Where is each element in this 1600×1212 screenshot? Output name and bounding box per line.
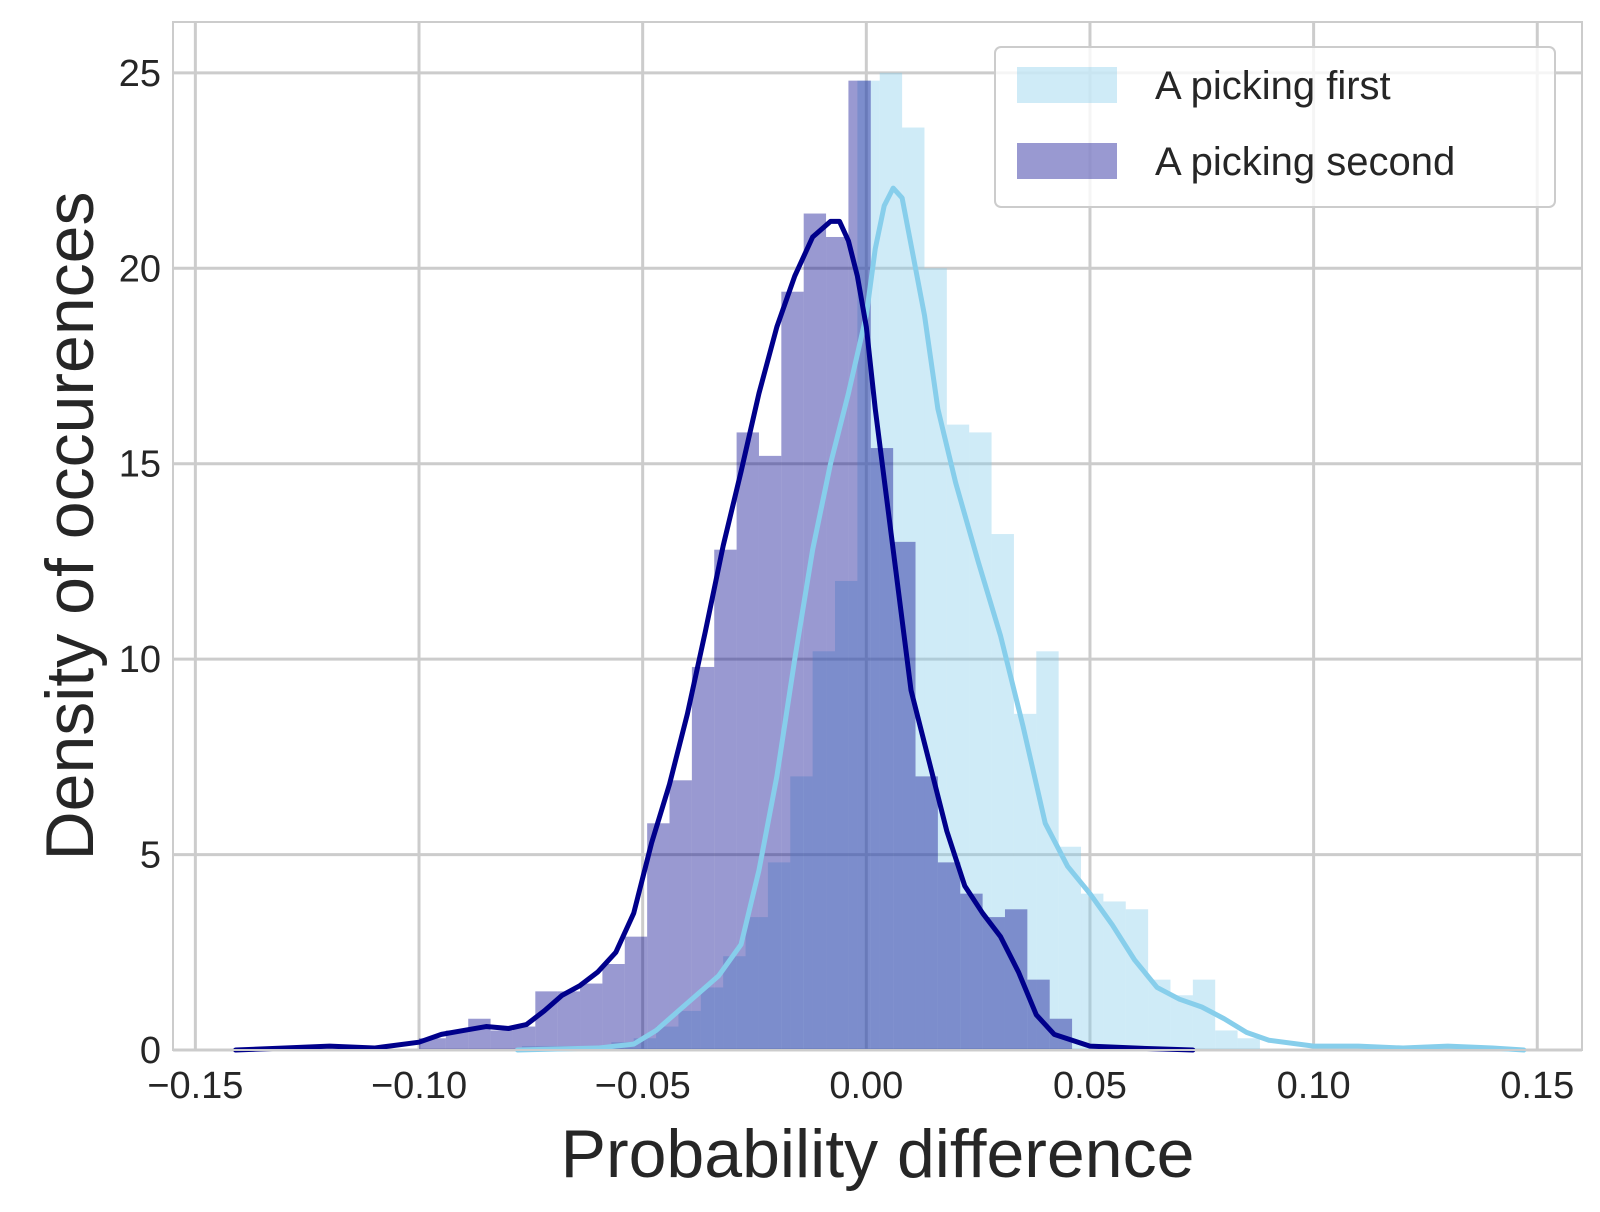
histogram-bar-series-2: [870, 448, 894, 1050]
histogram-bar-series-2: [848, 80, 871, 1051]
histogram-bar-series-2: [419, 1038, 446, 1050]
histogram-bar-series-2: [490, 1030, 513, 1050]
histogram-bar-series-2: [960, 893, 983, 1050]
histogram-bar-series-2: [669, 780, 692, 1050]
x-tick-labels: −0.15 −0.10 −0.05 0.00 0.05 0.10 0.15: [147, 1065, 1574, 1107]
histogram-bar-series-1: [1215, 1030, 1238, 1050]
histogram-bar-series-2: [445, 1030, 469, 1050]
histogram-bar-series-1: [835, 580, 858, 1050]
y-axis-title: Density of occurences: [32, 192, 108, 861]
histogram-bar-series-2: [468, 1018, 491, 1050]
y-tick-label: 0: [140, 1030, 161, 1072]
x-tick-label: −0.10: [371, 1065, 467, 1107]
histogram-bar-series-2: [803, 213, 827, 1051]
histogram-bar-series-2: [602, 964, 625, 1050]
histogram-bar-series-1: [1125, 909, 1149, 1050]
histogram-bar-series-2: [826, 236, 849, 1051]
kde-lines: [233, 185, 1527, 1053]
histogram-bar-series-1: [924, 268, 947, 1050]
y-tick-label: 10: [119, 639, 161, 681]
x-tick-label: −0.05: [595, 1065, 691, 1107]
y-tick-labels: 0 5 10 15 20 25: [119, 53, 161, 1072]
x-tick-label: 0.15: [1500, 1065, 1574, 1107]
legend-swatch: [1017, 143, 1117, 179]
plot-frame: [172, 21, 1583, 1051]
histogram-bar-series-2: [758, 455, 782, 1050]
histogram-bar-series-1: [879, 72, 903, 1050]
y-tick-label: 20: [119, 248, 161, 290]
histogram-bars: [419, 72, 1260, 1051]
histogram-bar-series-2: [714, 549, 737, 1050]
histogram-bar-series-2: [624, 936, 648, 1050]
histogram-bar-series-2: [557, 991, 581, 1050]
histogram-bar-series-1: [1013, 713, 1037, 1050]
histogram-bar-series-2: [691, 666, 715, 1050]
histogram-bar-series-1: [790, 776, 813, 1050]
histogram-bar-series-1: [1058, 846, 1082, 1050]
histogram-bar-series-2: [937, 862, 961, 1050]
histogram-bar-series-1: [700, 987, 724, 1050]
histogram-bar-series-1: [767, 862, 791, 1050]
histogram-bar-series-2: [512, 1026, 536, 1050]
histogram-bar-series-1: [812, 651, 836, 1050]
histogram-bar-series-2: [736, 432, 759, 1051]
y-tick-label: 15: [119, 444, 161, 486]
x-axis-title: Probability difference: [561, 1116, 1195, 1192]
legend: A picking first A picking second: [994, 46, 1556, 208]
histogram-bar-series-1: [1148, 979, 1171, 1050]
y-tick-label: 25: [119, 53, 161, 95]
kde-line-series-1: [514, 185, 1527, 1053]
histogram-bar-series-2: [647, 823, 670, 1050]
legend-label: A picking second: [1155, 140, 1455, 184]
x-tick-label: −0.15: [147, 1065, 243, 1107]
histogram-bar-series-1: [745, 917, 768, 1050]
histogram-bar-series-1: [1170, 995, 1193, 1050]
histogram-bar-series-2: [580, 983, 603, 1050]
x-tick-label: 0.00: [829, 1065, 903, 1107]
x-tick-label: 0.05: [1053, 1065, 1127, 1107]
legend-label: A picking first: [1155, 64, 1391, 108]
legend-box: [994, 46, 1556, 208]
histogram-bar-series-2: [1004, 909, 1028, 1050]
histogram-bar-series-1: [1237, 1038, 1260, 1050]
y-tick-label: 5: [140, 835, 161, 877]
x-tick-label: 0.10: [1277, 1065, 1351, 1107]
histogram-bar-series-1: [633, 1038, 657, 1050]
histogram-bar-series-2: [982, 917, 1005, 1050]
histogram-bar-series-1: [1192, 979, 1216, 1050]
legend-swatch: [1017, 67, 1117, 103]
histogram-bar-series-1: [723, 956, 746, 1050]
histogram-bar-series-1: [1081, 893, 1104, 1050]
histogram-bar-series-1: [1103, 901, 1126, 1050]
histogram-bar-series-1: [946, 424, 970, 1050]
histogram-bar-series-1: [902, 127, 925, 1050]
histogram-bar-series-1: [678, 1010, 701, 1050]
histogram-bar-series-1: [1036, 651, 1059, 1050]
histogram-bar-series-2: [915, 776, 938, 1050]
histogram-bar-series-1: [656, 1026, 679, 1050]
kde-line-series-2: [233, 218, 1196, 1053]
